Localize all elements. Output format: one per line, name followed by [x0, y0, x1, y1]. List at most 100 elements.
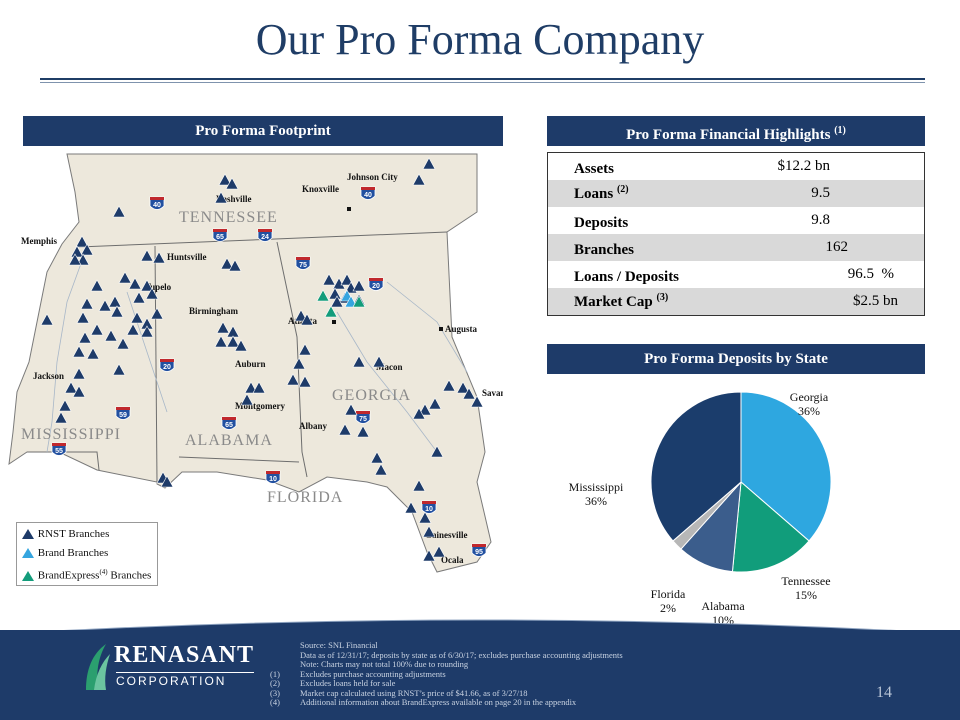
footnote: (2) Excludes loans held for sale [270, 678, 396, 688]
legend-rnst: RNST Branches [21, 525, 109, 543]
state-label-florida: FLORIDA [267, 489, 343, 506]
row-value: 96.5 [847, 266, 874, 282]
row-value: $12.2 [777, 158, 812, 174]
slice-name: Georgia [789, 390, 829, 404]
interstate-number: 75 [299, 262, 307, 269]
rnst-branch-marker [234, 339, 248, 352]
footnote: Data as of 12/31/17; deposits by state a… [300, 649, 623, 660]
slice-name: Alabama [701, 599, 745, 613]
rnst-branch-marker [70, 245, 84, 258]
pie-label-tennessee: Tennessee 15% [771, 574, 841, 602]
row-label: Assets [574, 160, 614, 177]
legend-brandexpress-label: BrandExpress [37, 569, 100, 582]
rnst-branch-marker [412, 173, 426, 186]
slice-pct: 15% [795, 588, 817, 602]
rnst-branch-marker [76, 311, 90, 324]
rnst-branch-marker [118, 271, 132, 284]
rnst-branch-marker [90, 279, 104, 292]
rivers [46, 246, 468, 453]
brand-branch-marker [344, 295, 358, 308]
pie-svg [650, 391, 832, 573]
footnote: (3) Market cap calculated using RNST’s pr… [270, 687, 528, 698]
deposits-header: Pro Forma Deposits by State [547, 344, 925, 374]
table-row: Market Cap (3) $2.5 bn [547, 288, 925, 316]
company-logo: RENASANT CORPORATION [82, 642, 262, 694]
row-label: Deposits [574, 214, 629, 231]
rnst-branch-marker [340, 273, 354, 286]
rnst-branch-marker [78, 331, 92, 344]
row-unit: bn [815, 158, 830, 174]
rnst-branch-marker [104, 329, 118, 342]
brand-triangle-icon [22, 548, 34, 559]
rnst-branch-marker [228, 259, 242, 272]
rnst-branch-marker [294, 309, 308, 322]
rnst-branch-marker [72, 345, 86, 358]
pie-slice-mississippi [650, 391, 742, 542]
rnst-branch-marker [214, 191, 228, 204]
pie-label-mississippi: Mississippi 36% [561, 480, 631, 508]
interstate-shield-icon: 24 [257, 228, 273, 242]
rnst-branch-marker [214, 335, 228, 348]
rnst-branch-marker [226, 335, 240, 348]
rnst-branch-marker [338, 423, 352, 436]
city-label: Ocala [441, 555, 464, 565]
rnst-branch-marker [456, 381, 470, 394]
rnst-branch-marker [225, 177, 239, 190]
pie-slice-georgia [740, 391, 832, 542]
rnst-branch-marker [430, 445, 444, 458]
row-unit: bn [883, 293, 898, 309]
interstate-number: 40 [153, 202, 161, 209]
row-value: 162 [825, 239, 849, 255]
financials-header-text: Pro Forma Financial Highlights [626, 127, 831, 143]
interstate-number: 95 [475, 549, 483, 556]
brandexpress-branch-marker [324, 305, 338, 318]
rnst-branch-marker [404, 501, 418, 514]
rnst-branch-marker [145, 287, 159, 300]
brandexpress-triangle-icon [22, 571, 34, 582]
row-label: Loans [574, 186, 614, 202]
row-unit: % [881, 266, 895, 282]
city-label: Albany [299, 421, 328, 431]
rnst-branch-marker [40, 313, 54, 326]
rnst-branch-marker [64, 381, 78, 394]
interstate-number: 24 [261, 234, 269, 241]
rnst-branch-marker [298, 343, 312, 356]
rnst-branch-marker [470, 395, 484, 408]
logo-name: RENASANT [114, 642, 255, 668]
rnst-branch-marker [422, 549, 436, 562]
city-label: Gainesville [425, 530, 468, 540]
rnst-branch-marker [300, 313, 314, 326]
rnst-branch-marker [72, 385, 86, 398]
rnst-branch-marker [58, 399, 72, 412]
rnst-triangle-icon [22, 529, 34, 540]
interstate-shield-icon: 20 [368, 277, 384, 291]
rnst-branch-marker [130, 311, 144, 324]
page-title: Our Pro Forma Company [255, 15, 705, 64]
brandexpress-branch-marker [352, 295, 366, 308]
interstate-shield-icon: 65 [212, 228, 228, 242]
rnst-branch-marker [140, 279, 154, 292]
rnst-branch-marker [428, 397, 442, 410]
interstate-shield-icon: 95 [471, 543, 487, 557]
legend-brandexpress-suffix: Branches [110, 569, 152, 582]
state-label-georgia: GEORGIA [332, 387, 411, 404]
rnst-branch-marker [132, 291, 146, 304]
rnst-branch-marker [110, 305, 124, 318]
footnote: Note: Charts may not total 100% due to r… [300, 659, 469, 669]
row-label: Branches [574, 241, 634, 258]
rnst-branch-marker [412, 479, 426, 492]
slice-name: Mississippi [568, 480, 624, 494]
financials-table: Assets $12.2 bn Loans (2) 9.5 Deposits 9… [547, 152, 925, 316]
rnst-branch-marker [54, 411, 68, 424]
interstate-number: 65 [225, 422, 233, 429]
rnst-branch-marker [68, 253, 82, 266]
rnst-branch-marker [286, 373, 300, 386]
rnst-branch-marker [442, 379, 456, 392]
rnst-branch-marker [330, 295, 344, 308]
footprint-header: Pro Forma Footprint [23, 116, 503, 146]
rnst-branch-marker [244, 381, 258, 394]
row-value: $2.5 [853, 293, 880, 309]
table-row: Loans (2) 9.5 [547, 180, 925, 207]
rnst-branch-marker [252, 381, 266, 394]
interstate-number: 10 [425, 506, 433, 513]
